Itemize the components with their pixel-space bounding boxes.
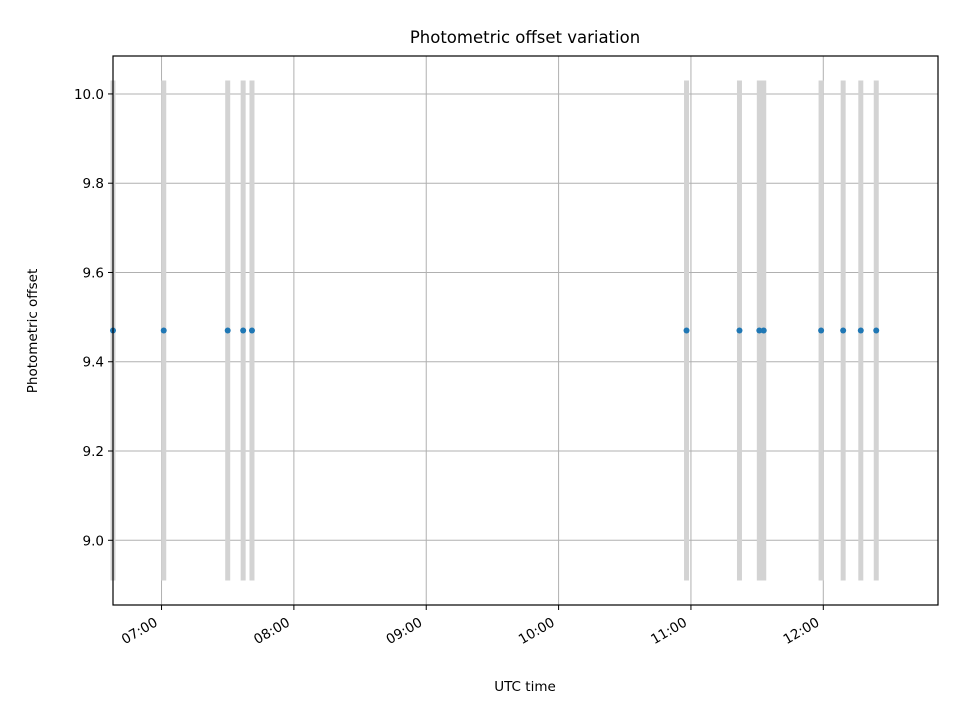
y-tick-label: 9.0 xyxy=(83,533,104,549)
y-tick-label: 10.0 xyxy=(74,87,104,103)
y-tick-label: 9.2 xyxy=(83,444,104,460)
data-point xyxy=(756,327,763,334)
data-point xyxy=(240,327,247,334)
y-tick-label: 9.8 xyxy=(83,176,104,192)
y-axis-label: Photometric offset xyxy=(25,269,41,393)
y-tick-label: 9.6 xyxy=(83,265,104,281)
data-point xyxy=(840,327,847,334)
y-axis-ticks: 9.0 9.2 9.4 9.6 9.8 10.0 xyxy=(74,87,113,549)
data-point xyxy=(873,327,880,334)
data-point xyxy=(224,327,231,334)
data-point xyxy=(760,327,767,334)
data-point xyxy=(248,327,255,334)
x-axis-label: UTC time xyxy=(494,679,556,695)
plot-frame xyxy=(112,55,939,606)
data-point xyxy=(736,327,743,334)
data-point xyxy=(818,327,825,334)
data-point xyxy=(857,327,864,334)
data-point xyxy=(683,327,690,334)
data-points xyxy=(110,327,880,334)
chart-title: Photometric offset variation xyxy=(410,28,640,47)
y-tick-label: 9.4 xyxy=(83,355,104,371)
data-point xyxy=(160,327,167,334)
